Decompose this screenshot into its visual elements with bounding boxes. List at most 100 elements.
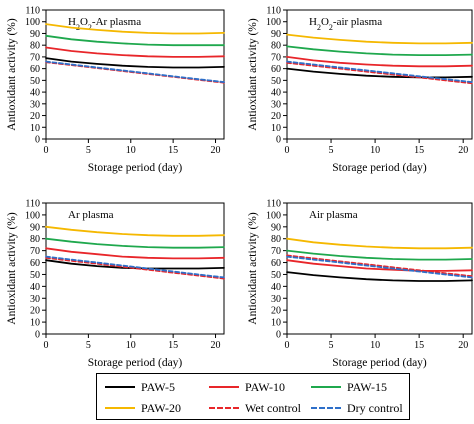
x-tick-label: 20 <box>211 340 221 351</box>
y-tick-label: 20 <box>271 111 281 122</box>
x-tick-label: 0 <box>44 145 49 156</box>
legend: PAW-5 PAW-10 PAW-15 PAW-20 Wet control Dry co… <box>96 373 410 420</box>
y-tick-label: 110 <box>266 6 281 17</box>
plot-frame <box>45 9 225 140</box>
x-tick-label: 10 <box>370 145 380 156</box>
y-tick-label: 30 <box>30 99 40 110</box>
x-tick-label: 15 <box>414 340 424 351</box>
y-tick-label: 0 <box>276 330 281 341</box>
y-tick-label: 40 <box>271 88 281 99</box>
y-tick-label: 20 <box>271 306 281 317</box>
y-tick-label: 20 <box>30 111 40 122</box>
legend-label: PAW-20 <box>141 400 181 415</box>
x-axis-label: Storage period (day) <box>88 162 183 174</box>
legend-swatch <box>105 407 135 409</box>
panel-title: Ar plasma <box>68 209 114 221</box>
series-line-paw-15 <box>45 34 225 47</box>
legend-label: PAW-5 <box>141 379 175 394</box>
y-tick-label: 90 <box>271 222 281 233</box>
y-tick-label: 70 <box>271 52 281 63</box>
y-axis-label: Antioxidant activity (%) <box>6 18 18 131</box>
y-tick-label: 80 <box>271 234 281 245</box>
legend-item-wet-control: Wet control <box>209 399 301 417</box>
x-tick-label: 0 <box>44 340 49 351</box>
series-line-paw-5 <box>286 271 473 282</box>
x-axis-label: Storage period (day) <box>332 357 427 369</box>
y-tick-label: 20 <box>30 306 40 317</box>
x-tick-label: 15 <box>168 340 178 351</box>
legend-label: Dry control <box>347 400 403 415</box>
y-tick-label: 30 <box>271 99 281 110</box>
panel-title: H2O2-air plasma <box>309 16 382 32</box>
series-line-paw-15 <box>286 45 473 56</box>
series-line-wet-control <box>286 61 473 85</box>
legend-label: Wet control <box>245 400 302 415</box>
y-tick-label: 110 <box>266 199 281 210</box>
y-tick-label: 90 <box>30 29 40 40</box>
legend-swatch <box>209 386 239 388</box>
y-tick-label: 110 <box>25 6 40 17</box>
y-axis-label: Antioxidant activity (%) <box>247 18 259 131</box>
y-tick-label: 80 <box>30 41 40 52</box>
series-line-paw-5 <box>286 67 473 79</box>
legend-swatch <box>311 386 341 388</box>
legend-item-paw-20: PAW-20 <box>105 399 181 417</box>
x-tick-label: 15 <box>414 145 424 156</box>
x-tick-label: 0 <box>285 340 290 351</box>
panel-title: H2O2-Ar plasma <box>68 16 141 32</box>
y-tick-label: 30 <box>271 294 281 305</box>
series-line-wet-control <box>286 254 473 278</box>
y-axis-label: Antioxidant activity (%) <box>247 212 259 325</box>
plot-frame <box>286 202 473 335</box>
y-tick-label: 100 <box>25 17 40 28</box>
series-line-paw-20 <box>286 237 473 250</box>
series-line-paw-20 <box>45 225 225 237</box>
y-tick-label: 80 <box>30 234 40 245</box>
y-tick-label: 70 <box>30 52 40 63</box>
y-tick-label: 40 <box>30 282 40 293</box>
series-line-paw-10 <box>45 46 225 58</box>
y-tick-label: 0 <box>35 330 40 341</box>
x-tick-label: 10 <box>126 145 136 156</box>
plot-frame <box>286 9 473 140</box>
panel-title: Air plasma <box>309 209 358 221</box>
y-tick-label: 50 <box>30 270 40 281</box>
x-tick-label: 5 <box>86 340 91 351</box>
legend-item-paw-15: PAW-15 <box>311 378 387 396</box>
y-tick-label: 70 <box>271 246 281 257</box>
y-tick-label: 10 <box>30 123 40 134</box>
y-tick-label: 80 <box>271 41 281 52</box>
y-tick-label: 60 <box>30 258 40 269</box>
legend-item-dry-control: Dry control <box>311 399 403 417</box>
legend-item-paw-5: PAW-5 <box>105 378 175 396</box>
x-tick-label: 5 <box>329 340 334 351</box>
legend-label: PAW-15 <box>347 379 387 394</box>
y-tick-label: 10 <box>271 123 281 134</box>
x-tick-label: 20 <box>458 340 468 351</box>
series-line-wet-control <box>45 256 225 280</box>
y-tick-label: 110 <box>25 199 40 210</box>
legend-label: PAW-10 <box>245 379 285 394</box>
legend-swatch <box>311 407 341 409</box>
y-tick-label: 0 <box>276 135 281 146</box>
legend-swatch <box>209 407 239 409</box>
y-tick-label: 60 <box>271 258 281 269</box>
y-tick-label: 10 <box>271 318 281 329</box>
series-line-paw-10 <box>286 259 473 272</box>
x-tick-label: 10 <box>370 340 380 351</box>
y-axis-label: Antioxidant activity (%) <box>6 212 18 325</box>
series-line-paw-20 <box>286 33 473 45</box>
x-axis-label: Storage period (day) <box>88 357 183 369</box>
series-line-dry-control <box>286 60 473 83</box>
series-line-paw-15 <box>286 249 473 261</box>
series-line-paw-20 <box>45 23 225 35</box>
legend-item-paw-10: PAW-10 <box>209 378 285 396</box>
y-tick-label: 70 <box>30 246 40 257</box>
y-tick-label: 100 <box>25 210 40 221</box>
x-tick-label: 10 <box>126 340 136 351</box>
